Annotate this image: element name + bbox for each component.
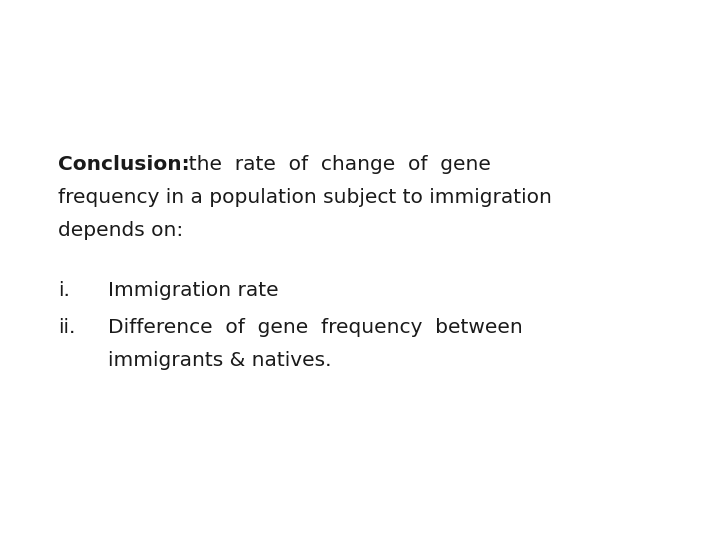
Text: immigrants & natives.: immigrants & natives.	[108, 351, 331, 370]
Text: Immigration rate: Immigration rate	[108, 281, 279, 300]
Text: Difference  of  gene  frequency  between: Difference of gene frequency between	[108, 318, 523, 337]
Text: ii.: ii.	[58, 318, 76, 337]
Text: depends on:: depends on:	[58, 221, 184, 240]
Text: Conclusion:: Conclusion:	[58, 155, 189, 174]
Text: frequency in a population subject to immigration: frequency in a population subject to imm…	[58, 188, 552, 207]
Text: the  rate  of  change  of  gene: the rate of change of gene	[176, 155, 491, 174]
Text: i.: i.	[58, 281, 70, 300]
